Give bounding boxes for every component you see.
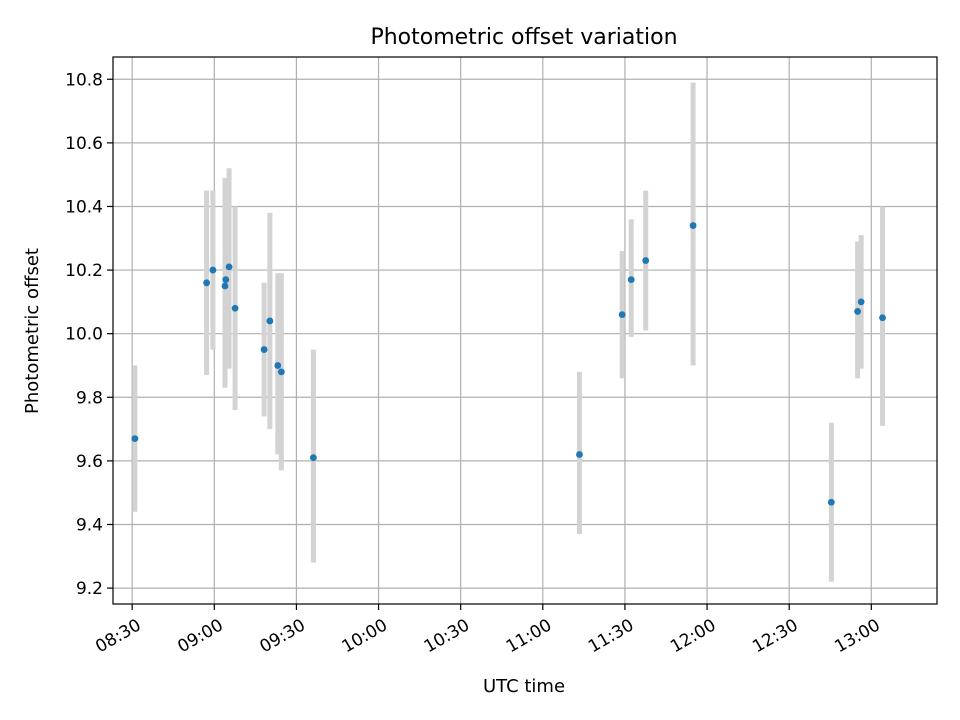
data-point (222, 276, 230, 284)
data-point (131, 435, 139, 443)
error-bars (132, 82, 886, 582)
y-tick-label: 10.8 (65, 70, 103, 90)
data-point (203, 279, 211, 287)
data-point (209, 266, 217, 274)
data-point (221, 282, 229, 290)
data-point (642, 257, 650, 264)
y-tick-label: 9.4 (76, 515, 103, 535)
y-tick-label: 10.0 (65, 325, 103, 345)
data-point (231, 304, 239, 312)
data-point (225, 263, 233, 271)
x-axis-label: UTC time (483, 676, 565, 697)
data-point (309, 454, 317, 462)
y-tick-label: 9.8 (76, 388, 103, 408)
data-point (857, 298, 865, 306)
y-axis-ticks: 9.2 9.4 9.6 9.8 10.0 10.2 10.4 10.6 10.8 (65, 70, 113, 599)
x-tick-label: 11:30 (585, 615, 637, 657)
chart-title: Photometric offset variation (370, 25, 677, 50)
x-axis-ticks: 08:30 09:00 09:30 10:00 10:30 11:00 11:30 12:00… (92, 604, 884, 657)
data-points (131, 222, 886, 506)
y-tick-label: 9.6 (76, 452, 103, 472)
x-tick-label: 12:00 (667, 615, 719, 657)
y-tick-label: 10.4 (65, 197, 103, 217)
data-point (618, 311, 626, 318)
data-point (689, 222, 697, 229)
plot-frame (112, 56, 938, 605)
data-point (277, 368, 285, 376)
data-point (627, 276, 635, 284)
data-point (266, 317, 274, 325)
data-point (260, 346, 268, 353)
x-tick-label: 10:30 (421, 615, 473, 657)
data-point (827, 498, 835, 506)
data-point (854, 308, 862, 315)
data-point (879, 314, 886, 322)
data-point (576, 451, 583, 458)
x-tick-label: 08:30 (92, 615, 144, 657)
x-tick-label: 11:00 (503, 615, 555, 657)
y-axis-label: Photometric offset (22, 248, 43, 414)
y-tick-label: 9.2 (76, 579, 103, 599)
grid-lines (113, 57, 937, 604)
x-tick-label: 09:00 (174, 615, 226, 657)
x-tick-label: 12:30 (749, 615, 801, 657)
x-tick-label: 09:30 (256, 615, 308, 657)
x-tick-label: 10:00 (339, 615, 391, 657)
y-tick-label: 10.2 (65, 261, 103, 281)
data-point (274, 362, 282, 369)
x-tick-label: 13:00 (831, 615, 883, 657)
y-tick-label: 10.6 (65, 134, 103, 154)
